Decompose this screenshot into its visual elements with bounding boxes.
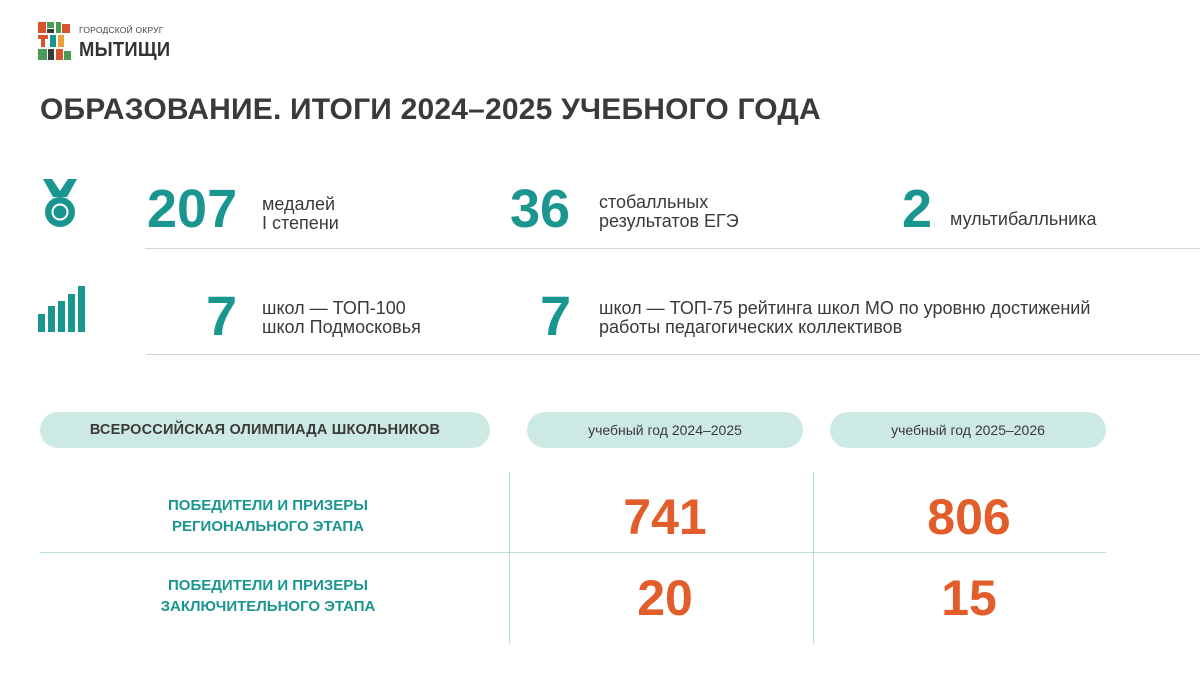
stat-top100-caption-1: школ — ТОП-100 [262,298,406,318]
regional-2025-2026-value: 806 [927,489,1011,545]
regional-stage-label-1: ПОБЕДИТЕЛИ И ПРИЗЕРЫ [168,497,368,514]
stat-100-points-value: 36 [510,179,571,239]
column-divider-1 [509,472,510,644]
bar-chart-icon [38,286,85,332]
regional-2024-2025-value: 741 [623,489,707,545]
stat-top100-value: 7 [206,284,238,347]
stat-top75-caption-2: работы педагогических коллективов [599,317,903,337]
stat-100-points-caption-1: стобалльных [599,192,709,212]
stat-100-points-caption-2: результатов ЕГЭ [599,211,739,231]
city-logo [38,22,71,60]
page-title: ОБРАЗОВАНИЕ. ИТОГИ 2024–2025 УЧЕБНОГО ГО… [40,93,821,126]
row-divider [40,552,1106,553]
regional-stage-label-2: РЕГИОНАЛЬНОГО ЭТАПА [172,518,364,535]
stat-medals-value: 207 [147,179,238,239]
final-2025-2026-value: 15 [941,570,997,626]
stat-medals-caption-1: медалей [262,194,336,214]
divider-row2 [146,354,1200,355]
year-2025-2026-pill: учебный год 2025–2026 [830,412,1106,448]
divider-row1 [145,248,1200,249]
final-stage-label-2: ЗАКЛЮЧИТЕЛЬНОГО ЭТАПА [160,598,376,615]
final-2024-2025-value: 20 [637,570,693,626]
olympiad-header-pill: ВСЕРОССИЙСКАЯ ОЛИМПИАДА ШКОЛЬНИКОВ [40,412,490,448]
medal-icon [43,179,77,227]
column-divider-2 [813,472,814,644]
stat-top75-value: 7 [540,284,572,347]
year-2024-2025-pill: учебный год 2024–2025 [527,412,803,448]
stat-top100-caption-2: школ Подмосковья [262,317,421,337]
stat-multi-caption: мультибалльника [950,209,1097,229]
stat-top75-caption-1: школ — ТОП-75 рейтинга школ МО по уровню… [599,298,1091,318]
stat-multi-value: 2 [902,179,933,239]
final-stage-label-1: ПОБЕДИТЕЛИ И ПРИЗЕРЫ [168,577,368,594]
stat-medals-caption-2: I степени [262,213,339,233]
logo-name: МЫТИЩИ [79,39,171,61]
logo-subtitle: ГОРОДСКОЙ ОКРУГ [79,25,164,35]
